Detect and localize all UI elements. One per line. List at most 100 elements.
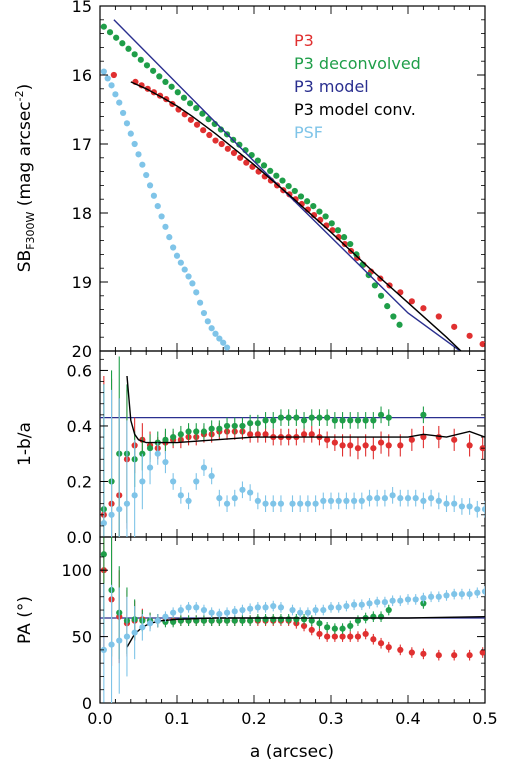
pa-axis-title: PA (°) [15, 596, 35, 644]
data-point [327, 497, 335, 505]
data-point [200, 428, 208, 435]
data-point [397, 442, 404, 449]
data-point [340, 234, 348, 241]
data-point [170, 478, 177, 485]
ellipticity-axis-title: 1-b/a [15, 422, 35, 466]
legend-model: P3 model [294, 77, 369, 96]
data-point [420, 497, 427, 505]
data-point [451, 436, 458, 443]
legend-model-conv: P3 model conv. [294, 100, 416, 119]
data-point [300, 431, 308, 438]
data-point [347, 633, 354, 640]
data-point [200, 127, 207, 134]
y-tick-label: 50 [72, 628, 92, 647]
data-point [135, 151, 142, 158]
axis-ticks [99, 5, 486, 704]
x-tick-label: 0.3 [318, 709, 343, 728]
data-point [331, 633, 338, 640]
data-point [289, 500, 296, 507]
data-point [116, 637, 123, 644]
data-point [177, 431, 184, 438]
data-point [300, 417, 308, 424]
data-point [396, 321, 403, 328]
sb-panel-frame [99, 5, 486, 352]
data-point [116, 506, 123, 513]
data-point [193, 428, 200, 435]
data-point [428, 593, 435, 600]
data-point [273, 172, 280, 179]
data-point [443, 500, 450, 507]
data-point [408, 436, 415, 443]
data-point [390, 313, 397, 320]
data-point [187, 116, 194, 123]
data-point [370, 445, 377, 452]
data-point [239, 422, 246, 430]
data-point [180, 94, 188, 101]
data-point [458, 591, 465, 598]
data-point [316, 630, 323, 638]
data-point [123, 633, 131, 640]
data-point [206, 131, 213, 139]
data-point [185, 273, 192, 280]
data-point [328, 220, 335, 227]
data-point [239, 606, 246, 614]
data-point [254, 431, 261, 438]
data-point [458, 503, 465, 510]
data-point [104, 75, 111, 82]
data-point [481, 588, 485, 595]
data-point [479, 341, 485, 348]
data-point [370, 613, 377, 620]
data-point [451, 652, 458, 659]
data-point [267, 167, 274, 175]
data-point [474, 506, 481, 513]
data-point [285, 616, 292, 623]
data-point [270, 602, 277, 610]
data-point [131, 492, 138, 499]
data-point [181, 266, 188, 273]
data-point [354, 445, 362, 452]
y-tick-label: 0 [82, 694, 92, 713]
data-point [193, 478, 200, 485]
y-tick-label: 15 [72, 0, 92, 16]
tick-labels: 15 16 17 18 19 20 0.0 0.2 0.4 0.6 0 50 100 0.0 0.1 0.2 0… [61, 0, 497, 728]
data-point [385, 606, 392, 614]
data-point [277, 414, 285, 421]
data-point [150, 192, 157, 199]
data-point [397, 646, 404, 653]
data-point [320, 606, 327, 614]
data-point [277, 604, 285, 611]
data-point [208, 609, 215, 616]
data-point [119, 40, 126, 47]
data-point [374, 495, 381, 502]
data-point [404, 495, 412, 502]
data-point [420, 411, 427, 418]
data-point [212, 330, 219, 337]
data-point [327, 604, 335, 611]
data-point [466, 652, 473, 659]
data-point [279, 177, 286, 184]
y-tick-label: 17 [72, 135, 92, 154]
y-tick-label: 100 [61, 561, 92, 580]
data-point [451, 500, 458, 507]
data-point [343, 497, 350, 505]
data-point [262, 616, 269, 623]
data-point [374, 598, 381, 606]
data-point [262, 431, 269, 438]
data-point [186, 100, 194, 107]
data-point [331, 625, 338, 632]
data-point [150, 67, 157, 74]
data-point [300, 616, 308, 623]
data-point [304, 198, 311, 205]
data-point [300, 622, 308, 630]
data-point [312, 606, 319, 614]
data-point [223, 344, 231, 351]
data-point [370, 417, 377, 424]
data-point [322, 213, 329, 220]
data-point [177, 492, 184, 499]
data-point [247, 489, 254, 496]
data-point [254, 420, 261, 427]
data-point [384, 303, 391, 310]
data-point [435, 593, 442, 600]
data-point [200, 464, 208, 471]
data-point [451, 323, 458, 330]
